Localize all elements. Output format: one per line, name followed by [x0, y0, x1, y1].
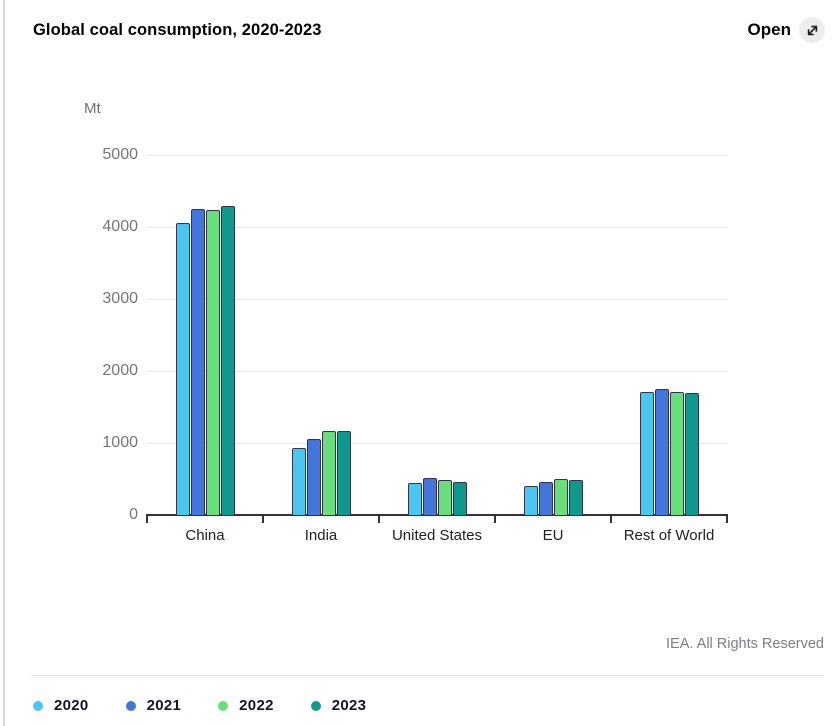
- legend-item-2023[interactable]: 2023: [310, 697, 367, 714]
- bar-chart: Mt 0 1000 2000 3000 4000 5000 China India United…: [84, 100, 728, 544]
- y-axis-tick-label: 4000: [102, 218, 138, 235]
- external-link-icon: [799, 17, 825, 43]
- bar-2020-rest-of-world[interactable]: [639, 391, 654, 515]
- legend-label: 2021: [146, 697, 182, 714]
- gridline: [147, 226, 727, 228]
- y-axis-tick-label: 2000: [102, 362, 138, 379]
- legend-item-2022[interactable]: 2022: [218, 697, 274, 714]
- open-button[interactable]: Open: [748, 17, 825, 43]
- legend-dot-2021: [125, 700, 136, 711]
- bar-2023-eu[interactable]: [568, 480, 583, 515]
- bar-2023-china[interactable]: [220, 206, 235, 515]
- panel-left-border: [3, 0, 5, 726]
- x-axis-tick: [378, 515, 380, 523]
- legend-item-2020[interactable]: 2020: [33, 697, 89, 714]
- y-axis-unit-label: Mt: [84, 100, 101, 117]
- y-axis-tick-label: 3000: [102, 290, 138, 307]
- bar-2021-china[interactable]: [190, 209, 205, 515]
- x-axis-tick: [146, 515, 148, 523]
- x-axis-tick: [726, 515, 728, 523]
- x-axis-tick: [610, 515, 612, 523]
- x-axis-tick: [262, 515, 264, 523]
- x-axis-category-label: United States: [391, 527, 483, 544]
- chart-legend: 2020 2021 2022 2023: [33, 697, 366, 714]
- bar-2022-united-states[interactable]: [437, 479, 452, 515]
- x-axis-line: [146, 514, 728, 516]
- y-axis-tick-label: 5000: [102, 146, 138, 163]
- x-axis-category-label: EU: [542, 527, 564, 544]
- gridline: [147, 442, 727, 444]
- bar-2020-united-states[interactable]: [407, 483, 422, 515]
- bar-2020-china[interactable]: [175, 222, 190, 515]
- x-axis-category-label: India: [304, 527, 338, 544]
- bar-2022-india[interactable]: [321, 431, 336, 515]
- x-axis-category-label: Rest of World: [623, 527, 715, 544]
- copyright-text: IEA. All Rights Reserved: [666, 636, 824, 652]
- legend-item-2021[interactable]: 2021: [125, 697, 182, 714]
- bar-2021-india[interactable]: [306, 439, 321, 515]
- page-title: Global coal consumption, 2020-2023: [33, 21, 322, 39]
- legend-dot-2022: [218, 700, 229, 711]
- bar-2022-eu[interactable]: [553, 479, 568, 515]
- y-axis-tick-label: 0: [129, 506, 138, 523]
- bar-2023-rest-of-world[interactable]: [684, 392, 699, 515]
- bar-2022-rest-of-world[interactable]: [669, 391, 684, 515]
- legend-label: 2022: [239, 697, 274, 714]
- bar-2021-eu[interactable]: [538, 482, 553, 515]
- gridline: [147, 154, 727, 156]
- legend-label: 2023: [331, 697, 367, 714]
- legend-dot-2020: [33, 700, 43, 711]
- gridline: [147, 370, 727, 372]
- legend-label: 2020: [54, 697, 89, 714]
- bar-2021-united-states[interactable]: [422, 478, 437, 515]
- legend-dot-2023: [310, 700, 321, 711]
- x-axis-category-label: China: [185, 527, 225, 544]
- bar-2023-united-states[interactable]: [452, 481, 467, 515]
- bar-2022-china[interactable]: [205, 210, 220, 515]
- y-axis-tick-label: 1000: [102, 434, 138, 451]
- open-button-label: Open: [747, 20, 791, 39]
- gridline: [147, 298, 727, 300]
- bar-2020-eu[interactable]: [523, 486, 538, 515]
- x-axis-tick: [494, 515, 496, 523]
- legend-divider: [31, 675, 824, 676]
- bar-2023-india[interactable]: [336, 430, 351, 515]
- bar-2020-india[interactable]: [291, 448, 306, 515]
- bar-2021-rest-of-world[interactable]: [654, 389, 669, 515]
